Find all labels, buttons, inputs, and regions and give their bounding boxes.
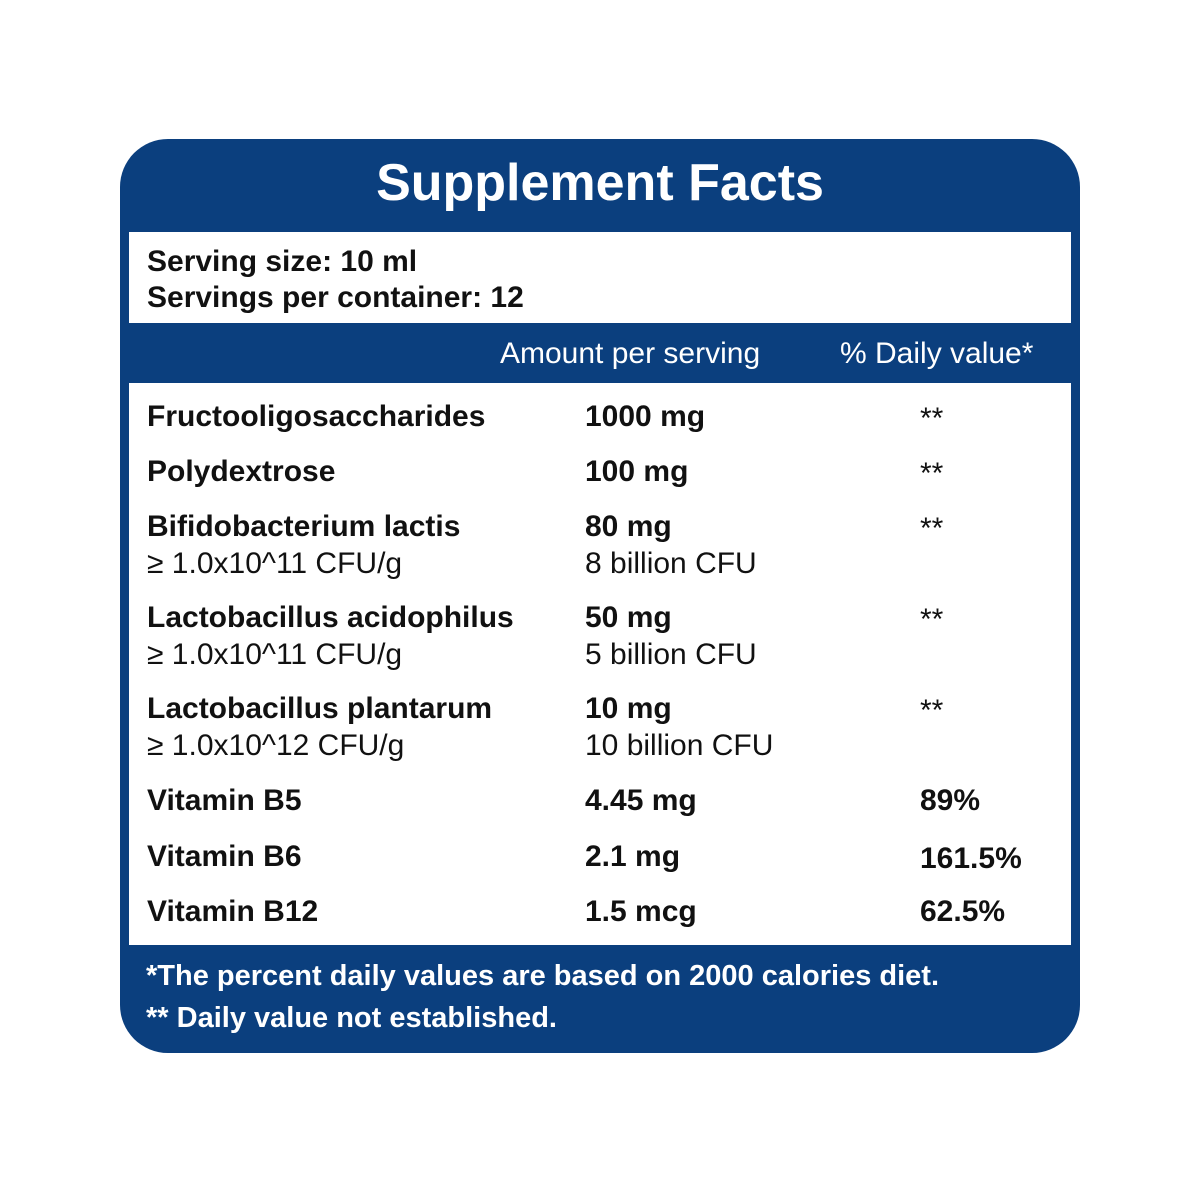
nutrient-name: Bifidobacterium lactis bbox=[147, 510, 461, 543]
nutrient-amount: 1.5 mcg bbox=[585, 895, 697, 928]
nutrient-daily-value: ** bbox=[920, 402, 944, 435]
nutrient-name: Vitamin B5 bbox=[147, 784, 302, 817]
nutrient-amount: 80 mg bbox=[585, 510, 672, 543]
nutrient-cfu: 10 billion CFU bbox=[585, 729, 774, 762]
nutrient-daily-value: ** bbox=[920, 694, 944, 727]
nutrient-daily-value: ** bbox=[920, 603, 944, 636]
nutrient-amount: 10 mg bbox=[585, 692, 672, 725]
nutrient-name: Lactobacillus acidophilus bbox=[147, 601, 514, 634]
column-header-amount: Amount per serving bbox=[500, 337, 761, 370]
nutrient-cfu: 8 billion CFU bbox=[585, 547, 757, 580]
servings-per-container: Servings per container: 12 bbox=[147, 281, 524, 314]
nutrient-amount: 100 mg bbox=[585, 455, 689, 488]
nutrient-amount: 4.45 mg bbox=[585, 784, 697, 817]
nutrient-potency: ≥ 1.0x10^12 CFU/g bbox=[147, 729, 405, 762]
nutrient-amount: 1000 mg bbox=[585, 400, 706, 433]
nutrient-amount: 50 mg bbox=[585, 601, 672, 634]
nutrient-daily-value: ** bbox=[920, 457, 944, 490]
nutrient-daily-value: 62.5% bbox=[920, 895, 1006, 928]
serving-info-box: Serving size: 10 ml Servings per contain… bbox=[129, 232, 1071, 323]
nutrient-potency: ≥ 1.0x10^11 CFU/g bbox=[147, 638, 403, 671]
nutrient-potency: ≥ 1.0x10^11 CFU/g bbox=[147, 547, 403, 580]
footnote-not-established: ** Daily value not established. bbox=[146, 1002, 557, 1034]
column-header-daily-value: % Daily value* bbox=[840, 337, 1034, 370]
panel-title: Supplement Facts bbox=[376, 154, 824, 212]
nutrient-name: Vitamin B6 bbox=[147, 840, 302, 873]
footnote-daily-basis: *The percent daily values are based on 2… bbox=[146, 960, 940, 992]
nutrient-name: Lactobacillus plantarum bbox=[147, 692, 493, 725]
nutrient-name: Vitamin B12 bbox=[147, 895, 319, 928]
nutrient-daily-value: 89% bbox=[920, 784, 981, 817]
nutrient-cfu: 5 billion CFU bbox=[585, 638, 757, 671]
nutrient-table: Fructooligosaccharides 1000 mg ** Polyde… bbox=[129, 383, 1071, 945]
nutrient-name: Polydextrose bbox=[147, 455, 336, 488]
serving-size: Serving size: 10 ml bbox=[147, 245, 418, 278]
nutrient-name: Fructooligosaccharides bbox=[147, 400, 486, 433]
nutrient-daily-value: 161.5% bbox=[920, 842, 1022, 875]
nutrient-amount: 2.1 mg bbox=[585, 840, 681, 873]
supplement-facts-panel: Supplement Facts Serving size: 10 ml Ser… bbox=[120, 139, 1080, 1053]
nutrient-daily-value: ** bbox=[920, 512, 944, 545]
